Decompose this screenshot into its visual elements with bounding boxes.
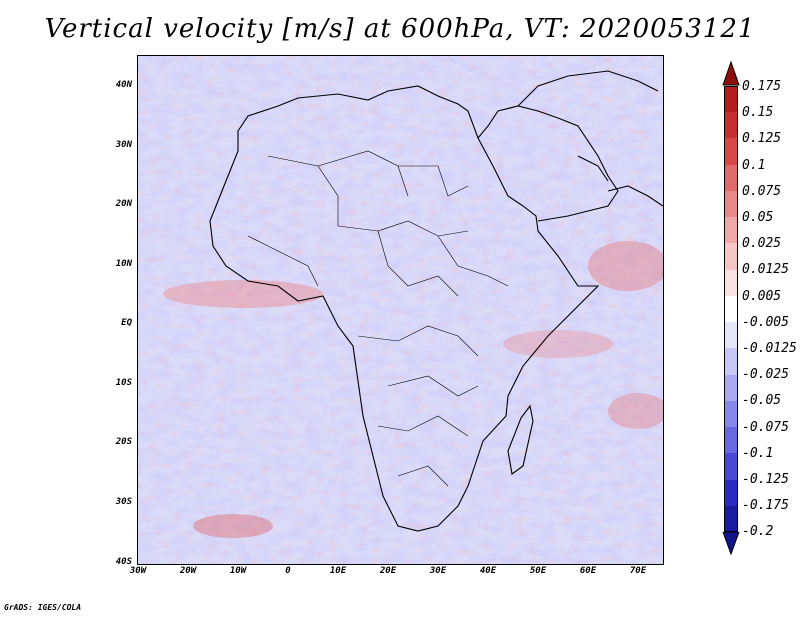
colorbar-label: -0.075: [742, 419, 789, 435]
colorbar-segment: [724, 374, 738, 402]
lon-tick: 30E: [429, 566, 447, 576]
colorbar-segment: [724, 295, 738, 323]
colorbar-segment: [724, 479, 738, 507]
lat-tick: 40N: [115, 80, 132, 90]
colorbar-label: -0.0125: [742, 341, 797, 356]
lat-tick: EQ: [121, 318, 132, 328]
lat-tick: 20S: [115, 437, 132, 447]
map-title: Vertical velocity [m/s] at 600hPa, VT: 2…: [44, 14, 756, 44]
colorbar-segment: [724, 217, 738, 244]
colorbar-top-arrow: [722, 60, 740, 86]
colorbar-label: -0.05: [742, 393, 782, 409]
lon-tick: 20W: [179, 566, 197, 576]
colorbar-segment: [724, 138, 738, 166]
itcz-band-east: [503, 330, 613, 358]
colorbar-segment: [724, 190, 738, 218]
lat-tick: 30N: [115, 140, 132, 150]
arabian-sea-ascent: [588, 241, 663, 291]
lat-tick: 10S: [115, 378, 132, 388]
colorbar-segment: [724, 400, 738, 428]
south-atlantic-ascent: [193, 514, 273, 538]
colorbar-label: -0.2: [742, 524, 774, 540]
credit-text: GrADS: IGES/COLA: [4, 603, 82, 612]
colorbar-segment: [724, 453, 738, 481]
indian-ocean-ascent: [608, 393, 663, 429]
colorbar-label: -0.025: [742, 367, 789, 383]
colorbar-segment: [724, 427, 738, 454]
colorbar-segment: [724, 164, 738, 192]
colorbar-label: 0.005: [742, 288, 782, 304]
lon-tick: 0: [285, 566, 291, 576]
lon-tick: 60E: [579, 566, 597, 576]
lon-tick: 40E: [479, 566, 497, 576]
colorbar-label: -0.125: [742, 472, 789, 487]
colorbar-segment: [724, 243, 738, 271]
colorbar-segment: [724, 348, 738, 376]
colorbar-label: -0.1: [742, 445, 774, 461]
colorbar-bottom-arrow: [722, 532, 740, 556]
lon-tick: 20E: [379, 566, 397, 576]
colorbar-label: 0.125: [742, 131, 782, 147]
colorbar-label: 0.0125: [742, 262, 789, 278]
colorbar-segment: [724, 86, 738, 113]
colorbar-label: 0.075: [742, 183, 782, 199]
colorbar: [724, 86, 738, 533]
colorbar-label: 0.1: [742, 157, 766, 173]
lon-tick: 70E: [629, 566, 647, 576]
colorbar-label: 0.15: [742, 105, 774, 121]
velocity-map: [137, 55, 664, 565]
itcz-band-west: [163, 280, 323, 308]
colorbar-label: -0.005: [742, 314, 789, 330]
lat-tick: 20N: [115, 199, 132, 209]
lat-tick: 30S: [115, 497, 132, 507]
lon-tick: 30W: [129, 566, 147, 576]
colorbar-label: 0.175: [742, 79, 782, 94]
colorbar-label: 0.05: [742, 210, 774, 225]
colorbar-segment: [724, 322, 738, 349]
lon-tick: 10E: [329, 566, 347, 576]
lat-tick: 40S: [115, 557, 132, 567]
colorbar-segment: [724, 112, 738, 139]
colorbar-label: 0.025: [742, 236, 782, 252]
lon-tick: 10W: [229, 566, 247, 576]
lon-tick: 50E: [529, 566, 547, 576]
colorbar-segment: [724, 505, 738, 533]
ascent-field: [138, 56, 663, 564]
country-borders: [247, 150, 509, 487]
lat-tick: 10N: [115, 259, 132, 269]
coastlines: [209, 70, 663, 532]
madagascar-outline: [507, 404, 534, 475]
colorbar-segment: [724, 269, 738, 297]
colorbar-label: -0.175: [742, 498, 789, 514]
